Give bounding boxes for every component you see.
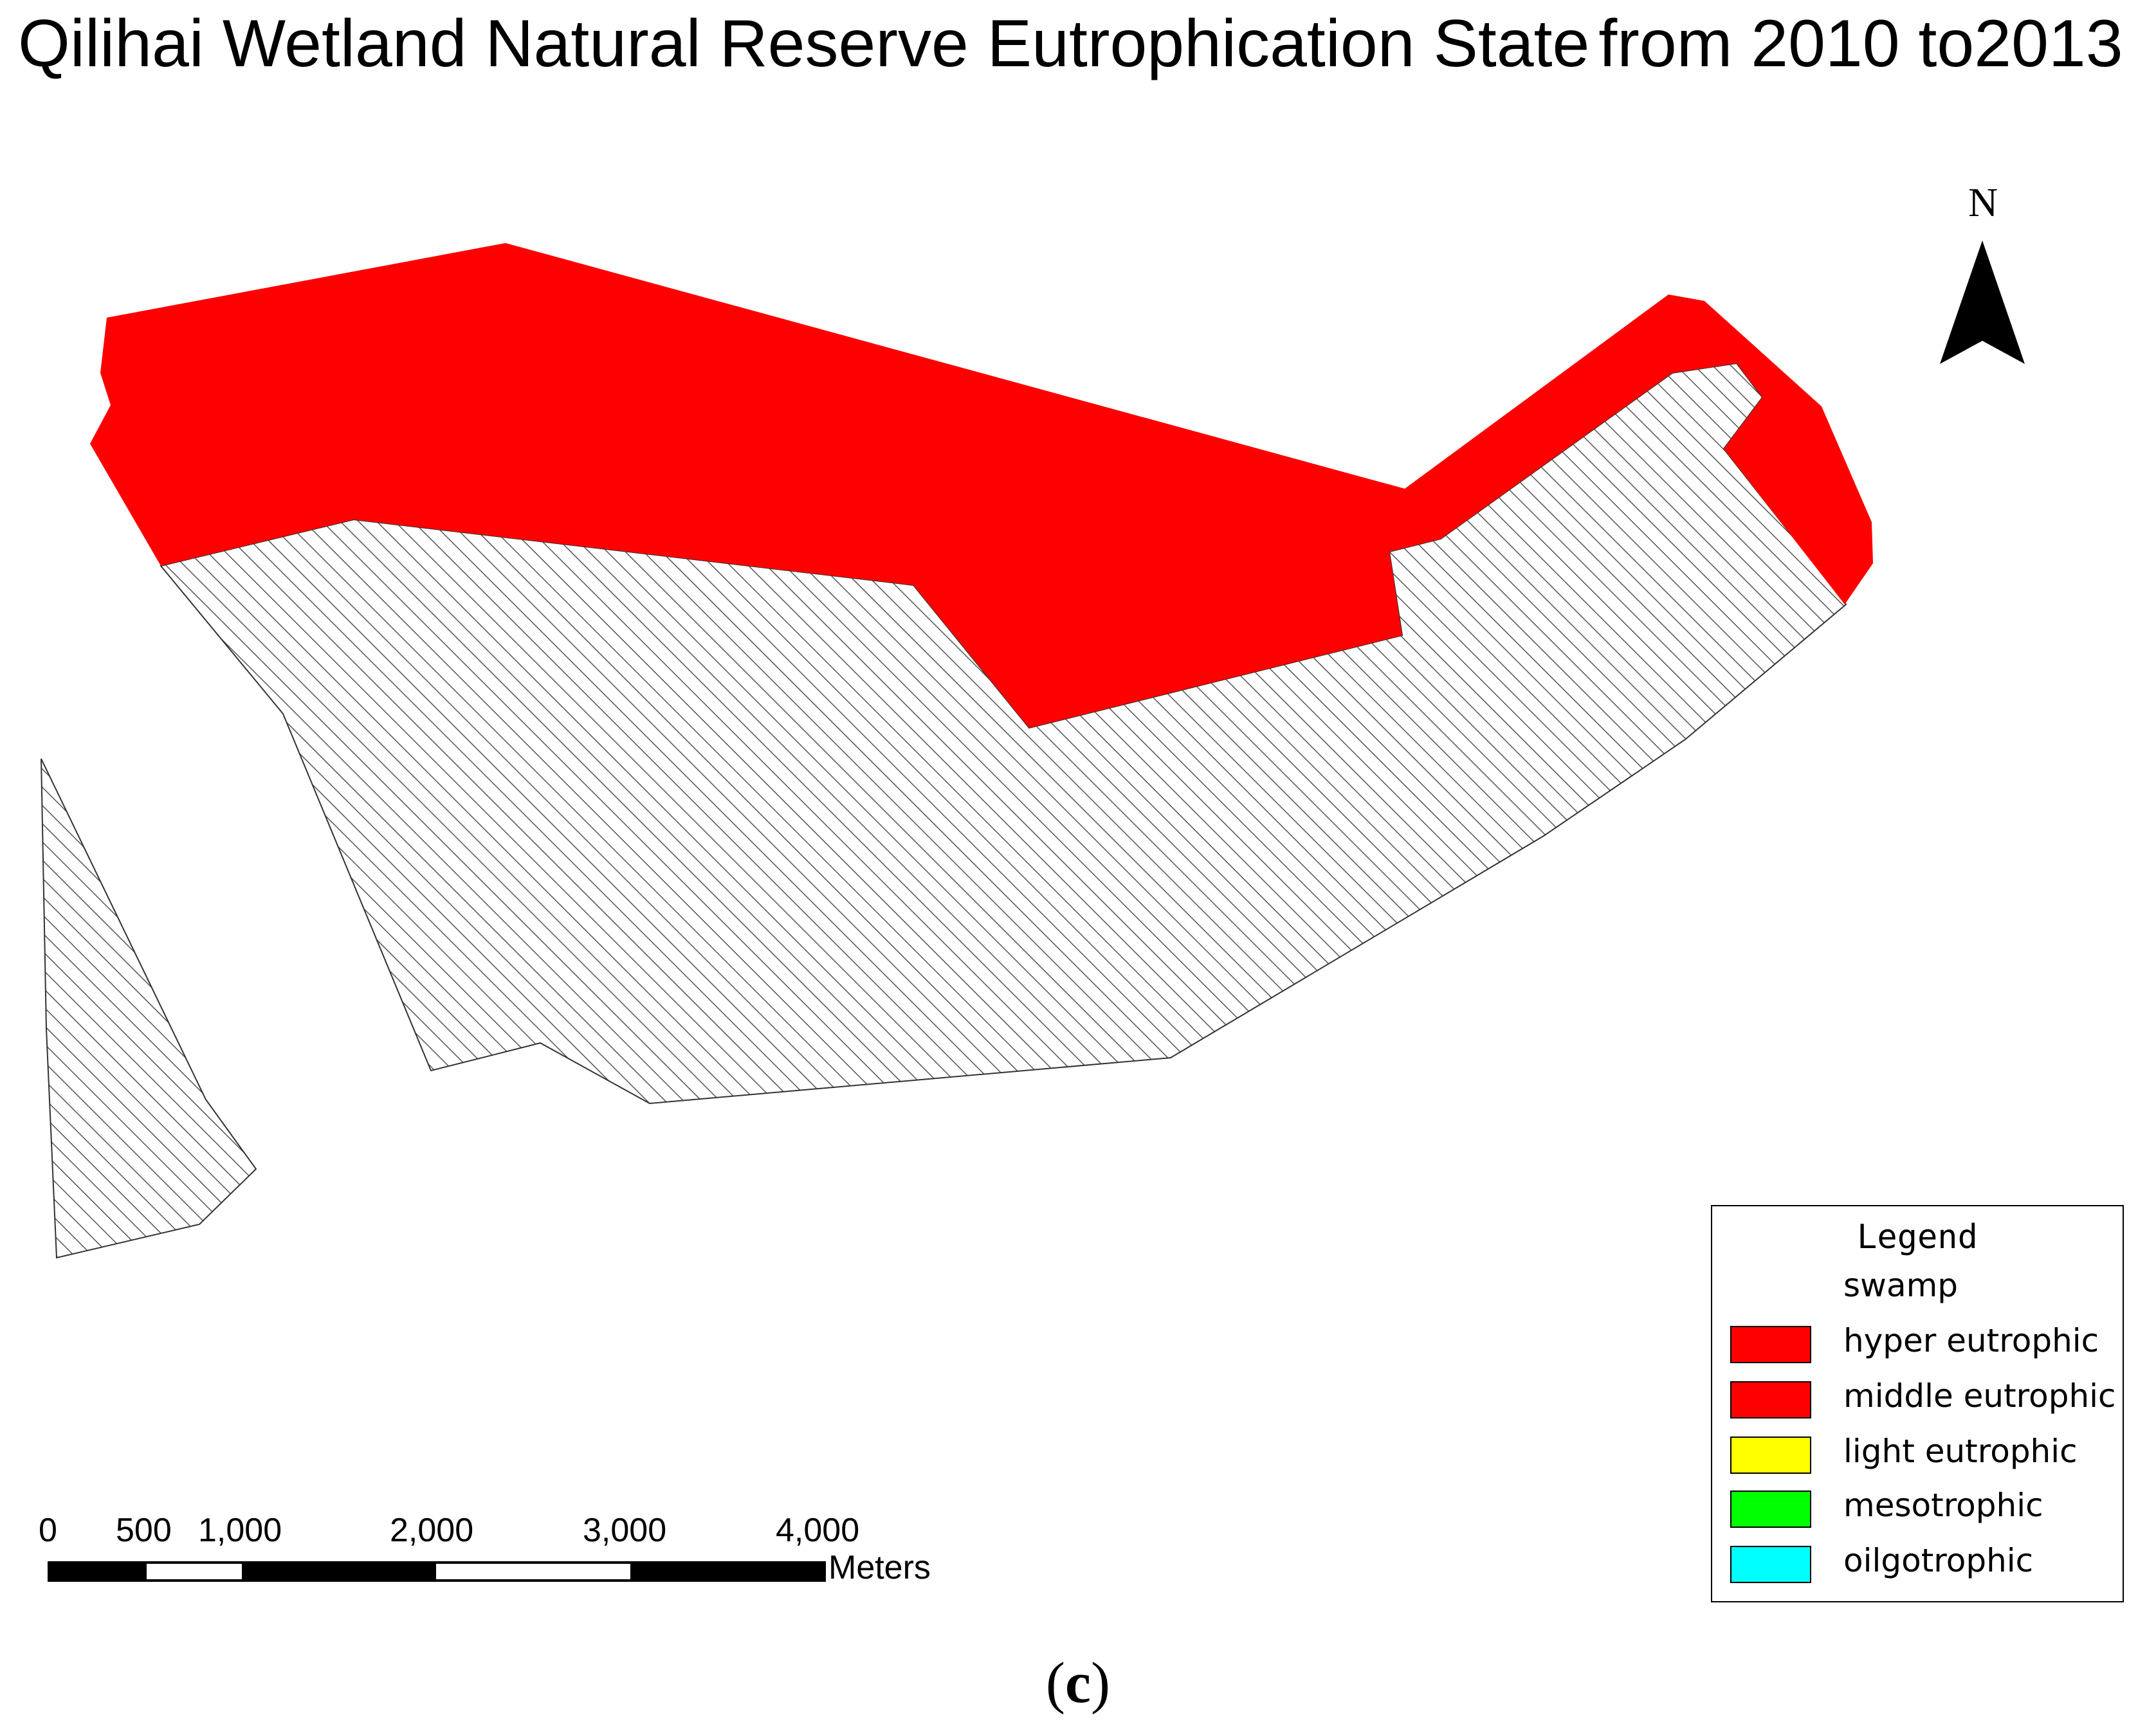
figure-caption: (c) [0,1650,2156,1716]
legend-item-oligotrophic: oilgotrophic [1730,1542,2116,1586]
legend-swatch-light-eutrophic [1730,1436,1811,1474]
hyper-eutrophic-zone [90,243,1873,728]
map-title-main: Qilihai Wetland Natural Reserve Eutrophi… [18,6,1590,81]
legend-label-middle-eutrophic: middle eutrophic [1843,1377,2116,1415]
legend-item-light-eutrophic: light eutrophic [1730,1433,2116,1476]
swamp-area-southwest [41,758,257,1259]
legend-swatch-middle-eutrophic [1730,1381,1811,1418]
north-arrow-icon [1940,240,2025,364]
caption-close-paren: ) [1090,1651,1110,1715]
map-title-period: from 2010 to2013 [1598,6,2123,81]
scale-segment-1 [49,1563,147,1581]
scale-tick-3000: 3,000 [583,1512,667,1549]
legend-label-light-eutrophic: light eutrophic [1843,1433,2078,1470]
caption-open-paren: ( [1046,1651,1066,1715]
legend-swatch-oligotrophic [1730,1546,1811,1583]
caption-letter: c [1065,1651,1091,1715]
legend-item-middle-eutrophic: middle eutrophic [1730,1377,2116,1421]
scale-bar [48,1561,826,1582]
legend-title: Legend [1857,1218,1978,1256]
north-arrow-label: N [1968,179,1998,225]
legend-swatch-swamp [1730,1271,1811,1308]
legend-swatch-hyper-eutrophic [1730,1326,1811,1363]
scale-segment-5 [630,1563,825,1581]
legend-box: Legend swamp hyper eutrophic middle eutr… [1711,1205,2124,1602]
map-title: Qilihai Wetland Natural Reserve Eutrophi… [18,4,2153,84]
scale-tick-2000: 2,000 [390,1512,474,1549]
legend-swatch-mesotrophic [1730,1491,1811,1528]
scale-tick-0: 0 [39,1512,57,1549]
legend-label-swamp: swamp [1843,1267,1959,1304]
legend-item-swamp: swamp [1730,1267,2116,1310]
scale-tick-1000: 1,000 [198,1512,282,1549]
legend-item-mesotrophic: mesotrophic [1730,1487,2116,1530]
legend-label-hyper-eutrophic: hyper eutrophic [1843,1322,2099,1359]
scale-tick-4000: 4,000 [776,1512,860,1549]
scale-unit-label: Meters [828,1549,931,1586]
legend-label-mesotrophic: mesotrophic [1843,1487,2043,1524]
legend-label-oligotrophic: oilgotrophic [1843,1542,2034,1579]
legend-item-hyper-eutrophic: hyper eutrophic [1730,1322,2116,1366]
scale-segment-3 [242,1563,436,1581]
scale-tick-500: 500 [116,1512,172,1549]
